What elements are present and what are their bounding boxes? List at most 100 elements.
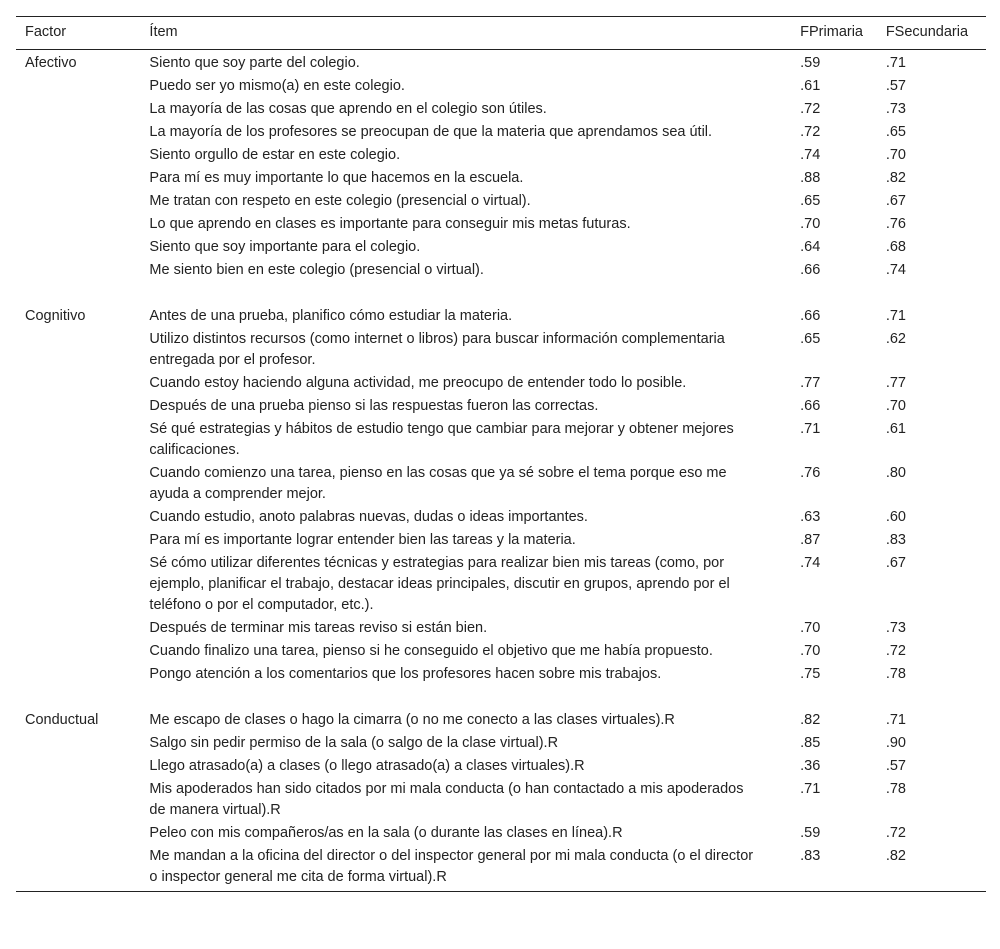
item-cell: Pongo atención a los comentarios que los… — [149, 666, 662, 682]
fprimaria-cell: .66 — [800, 262, 821, 278]
fsecundaria-cell: .67 — [885, 193, 906, 209]
fsecundaria-cell: .62 — [885, 331, 906, 347]
table-row: Para mí es importante lograr entender bi… — [16, 529, 986, 552]
table-row: Siento orgullo de estar en este colegio.… — [16, 144, 986, 167]
fprimaria-cell: .65 — [800, 331, 821, 347]
fprimaria-cell: .87 — [800, 532, 821, 548]
table-row: Sé qué estrategias y hábitos de estudio … — [16, 418, 986, 462]
fsecundaria-cell: .73 — [885, 101, 906, 117]
factor-cell — [16, 822, 140, 845]
factor-cell — [16, 529, 140, 552]
item-cell: Siento orgullo de estar en este colegio. — [149, 147, 401, 163]
fsecundaria-cell: .65 — [885, 124, 906, 140]
fprimaria-cell: .59 — [800, 825, 821, 841]
item-cell: Lo que aprendo en clases es importante p… — [149, 216, 631, 232]
table-row: Cuando comienzo una tarea, pienso en las… — [16, 462, 986, 506]
factor-cell — [16, 213, 140, 236]
fsecundaria-cell: .60 — [885, 509, 906, 525]
fprimaria-cell: .71 — [800, 781, 821, 797]
item-cell: Cuando estudio, anoto palabras nuevas, d… — [149, 509, 588, 525]
fprimaria-cell: .59 — [800, 55, 821, 71]
factor-cell — [16, 121, 140, 144]
fprimaria-cell: .61 — [800, 78, 821, 94]
fprimaria-cell: .70 — [800, 620, 821, 636]
fsecundaria-cell: .71 — [885, 55, 906, 71]
factor-loadings-table: Factor Ítem FPrimaria FSecundaria Afecti… — [16, 16, 986, 892]
fprimaria-cell: .88 — [800, 170, 821, 186]
fprimaria-cell: .70 — [800, 643, 821, 659]
table-row: Sé cómo utilizar diferentes técnicas y e… — [16, 552, 986, 617]
item-cell: Me tratan con respeto en este colegio (p… — [149, 193, 531, 209]
item-cell: La mayoría de los profesores se preocupa… — [149, 124, 713, 140]
item-cell: Para mí es importante lograr entender bi… — [149, 532, 576, 548]
table-row: Puedo ser yo mismo(a) en este colegio. .… — [16, 75, 986, 98]
fprimaria-cell: .83 — [800, 848, 821, 864]
group-spacer — [16, 686, 986, 709]
fsecundaria-cell: .57 — [885, 758, 906, 774]
factor-cell — [16, 236, 140, 259]
fsecundaria-cell: .76 — [885, 216, 906, 232]
factor-cell — [16, 663, 140, 686]
table-row: Después de una prueba pienso si las resp… — [16, 395, 986, 418]
fsecundaria-cell: .71 — [885, 308, 906, 324]
factor-cell — [16, 144, 140, 167]
item-cell: Antes de una prueba, planifico cómo estu… — [149, 308, 513, 324]
factor-cell — [16, 98, 140, 121]
table-row: Siento que soy importante para el colegi… — [16, 236, 986, 259]
factor-cell — [16, 395, 140, 418]
table-row: Para mí es muy importante lo que hacemos… — [16, 167, 986, 190]
table-row: Después de terminar mis tareas reviso si… — [16, 617, 986, 640]
factor-cell — [16, 462, 140, 506]
fsecundaria-cell: .90 — [885, 735, 906, 751]
fprimaria-cell: .75 — [800, 666, 821, 682]
item-cell: Peleo con mis compañeros/as en la sala (… — [149, 825, 623, 841]
fsecundaria-cell: .78 — [885, 666, 906, 682]
fsecundaria-cell: .70 — [885, 147, 906, 163]
table-row: Cuando estudio, anoto palabras nuevas, d… — [16, 506, 986, 529]
factor-cell — [16, 617, 140, 640]
fsecundaria-cell: .67 — [885, 555, 906, 571]
fprimaria-cell: .66 — [800, 308, 821, 324]
fprimaria-cell: .65 — [800, 193, 821, 209]
item-cell: Salgo sin pedir permiso de la sala (o sa… — [149, 735, 559, 751]
fsecundaria-cell: .70 — [885, 398, 906, 414]
factor-cell — [16, 75, 140, 98]
item-cell: Llego atrasado(a) a clases (o llego atra… — [149, 758, 585, 774]
fsecundaria-cell: .78 — [885, 781, 906, 797]
factor-cell — [16, 190, 140, 213]
header-item: Ítem — [149, 24, 178, 40]
item-cell: Después de una prueba pienso si las resp… — [149, 398, 599, 414]
fsecundaria-cell: .73 — [885, 620, 906, 636]
fsecundaria-cell: .82 — [885, 170, 906, 186]
fprimaria-cell: .70 — [800, 216, 821, 232]
factor-cell — [16, 167, 140, 190]
fprimaria-cell: .63 — [800, 509, 821, 525]
fprimaria-cell: .85 — [800, 735, 821, 751]
group-spacer — [16, 282, 986, 305]
header-fprimaria: FPrimaria — [800, 24, 863, 40]
table-row: Conductual Me escapo de clases o hago la… — [16, 709, 986, 732]
item-cell: Cuando finalizo una tarea, pienso si he … — [149, 643, 713, 659]
item-cell: La mayoría de las cosas que aprendo en e… — [149, 101, 547, 117]
item-cell: Siento que soy importante para el colegi… — [149, 239, 421, 255]
table-row: Salgo sin pedir permiso de la sala (o sa… — [16, 732, 986, 755]
table-row: Cuando finalizo una tarea, pienso si he … — [16, 640, 986, 663]
table-row: Cuando estoy haciendo alguna actividad, … — [16, 372, 986, 395]
fsecundaria-cell: .57 — [885, 78, 906, 94]
fprimaria-cell: .66 — [800, 398, 821, 414]
fsecundaria-cell: .61 — [885, 421, 906, 437]
fprimaria-cell: .74 — [800, 147, 821, 163]
table-row: Peleo con mis compañeros/as en la sala (… — [16, 822, 986, 845]
item-cell: Sé qué estrategias y hábitos de estudio … — [149, 421, 734, 458]
item-cell: Cuando comienzo una tarea, pienso en las… — [149, 465, 727, 502]
factor-cell — [16, 259, 140, 282]
fsecundaria-cell: .71 — [885, 712, 906, 728]
item-cell: Cuando estoy haciendo alguna actividad, … — [149, 375, 687, 391]
table-row: Me mandan a la oficina del director o de… — [16, 845, 986, 892]
item-cell: Me siento bien en este colegio (presenci… — [149, 262, 484, 278]
item-cell: Puedo ser yo mismo(a) en este colegio. — [149, 78, 405, 94]
table-row: Cognitivo Antes de una prueba, planifico… — [16, 305, 986, 328]
fsecundaria-cell: .68 — [885, 239, 906, 255]
table-row: Lo que aprendo en clases es importante p… — [16, 213, 986, 236]
fprimaria-cell: .82 — [800, 712, 821, 728]
